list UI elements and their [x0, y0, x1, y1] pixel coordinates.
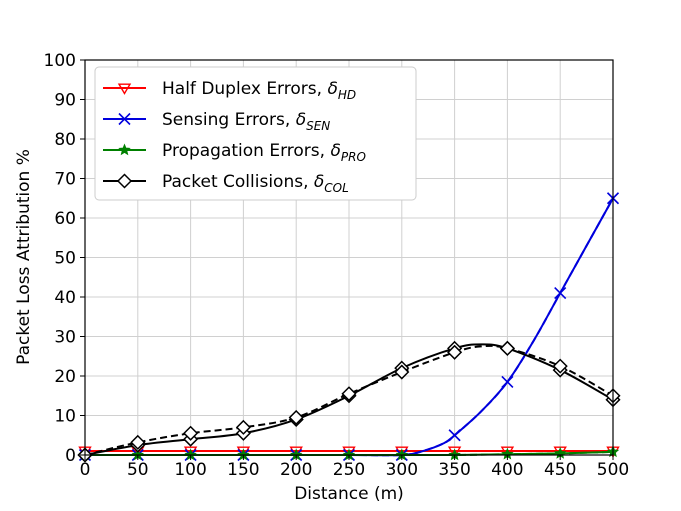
y-tick-label: 70 — [54, 170, 76, 190]
data-point — [447, 446, 462, 458]
ticks: 0 50 100 150 200 250 300 350 400 450 500 0 10 20 30 40 5… — [44, 51, 630, 480]
legend-label: Sensing Errors, δSEN — [162, 110, 330, 133]
data-point — [499, 340, 515, 356]
legend-subscript: HD — [338, 88, 356, 102]
data-point — [130, 434, 146, 450]
legend-series-name: Propagation Errors — [162, 141, 320, 161]
y-tick-label: 20 — [54, 367, 76, 387]
x-tick-label: 0 — [80, 460, 91, 480]
y-tick-label: 0 — [65, 446, 76, 466]
legend-subscript: COL — [324, 181, 349, 195]
x-tick-label: 50 — [127, 460, 149, 480]
legend-symbol: δ — [296, 110, 306, 130]
data-point — [500, 446, 515, 458]
legend-series-name: Packet Collisions — [162, 172, 303, 192]
x-tick-label: 350 — [438, 460, 470, 480]
legend-symbol: δ — [314, 172, 324, 192]
data-point — [501, 375, 514, 388]
x-tick-label: 500 — [597, 460, 629, 480]
y-tick-label: 60 — [54, 209, 76, 229]
legend-separator: , — [317, 79, 328, 99]
legend-item-hd: Half Duplex Errors, δHD — [103, 79, 356, 102]
legend-subscript: PRO — [341, 150, 366, 164]
x-axis-label: Distance (m) — [294, 484, 404, 504]
x-tick-label: 150 — [227, 460, 259, 480]
y-tick-label: 100 — [44, 51, 76, 71]
legend-label: Packet Collisions, δCOL — [162, 172, 349, 195]
data-point — [448, 429, 461, 442]
legend-label: Half Duplex Errors, δHD — [162, 79, 356, 102]
legend-series-name: Sensing Errors — [162, 110, 285, 130]
legend-marker — [116, 173, 133, 189]
legend-box — [94, 66, 417, 201]
data-point — [394, 364, 410, 380]
legend-symbol: δ — [330, 141, 340, 161]
data-point — [183, 425, 199, 441]
legend-separator: , — [303, 172, 314, 192]
legend-separator: , — [320, 141, 331, 161]
y-tick-label: 40 — [54, 288, 76, 308]
x-tick-label: 250 — [333, 460, 365, 480]
data-point — [341, 386, 357, 402]
x-tick-label: 200 — [280, 460, 312, 480]
data-point — [235, 419, 251, 435]
y-tick-label: 90 — [54, 91, 76, 111]
y-tick-label: 50 — [54, 249, 76, 269]
legend-item-sen: Sensing Errors, δSEN — [103, 110, 330, 133]
x-tick-label: 450 — [544, 460, 576, 480]
y-axis-label: Packet Loss Attribution % — [14, 149, 34, 365]
data-point — [554, 286, 567, 300]
data-point — [288, 409, 304, 426]
y-tick-label: 10 — [54, 407, 76, 427]
legend-marker — [118, 143, 131, 156]
legend-series-name: Half Duplex Errors — [162, 79, 317, 99]
data-point — [552, 358, 568, 374]
x-tick-label: 300 — [386, 460, 418, 480]
y-tick-label: 30 — [54, 328, 76, 348]
legend-marker — [118, 112, 131, 126]
legend-subscript: SEN — [306, 119, 330, 133]
y-tick-label: 80 — [54, 130, 76, 150]
x-tick-label: 400 — [491, 460, 523, 480]
legend-item-pro: Propagation Errors, δPRO — [103, 141, 366, 164]
legend-marker — [117, 83, 132, 95]
legend-separator: , — [285, 110, 296, 130]
legend-item-col: Packet Collisions, δCOL — [103, 172, 349, 195]
data-point — [447, 344, 463, 360]
x-tick-label: 100 — [174, 460, 206, 480]
legend-label: Propagation Errors, δPRO — [162, 141, 366, 164]
legend-symbol: δ — [327, 79, 337, 99]
